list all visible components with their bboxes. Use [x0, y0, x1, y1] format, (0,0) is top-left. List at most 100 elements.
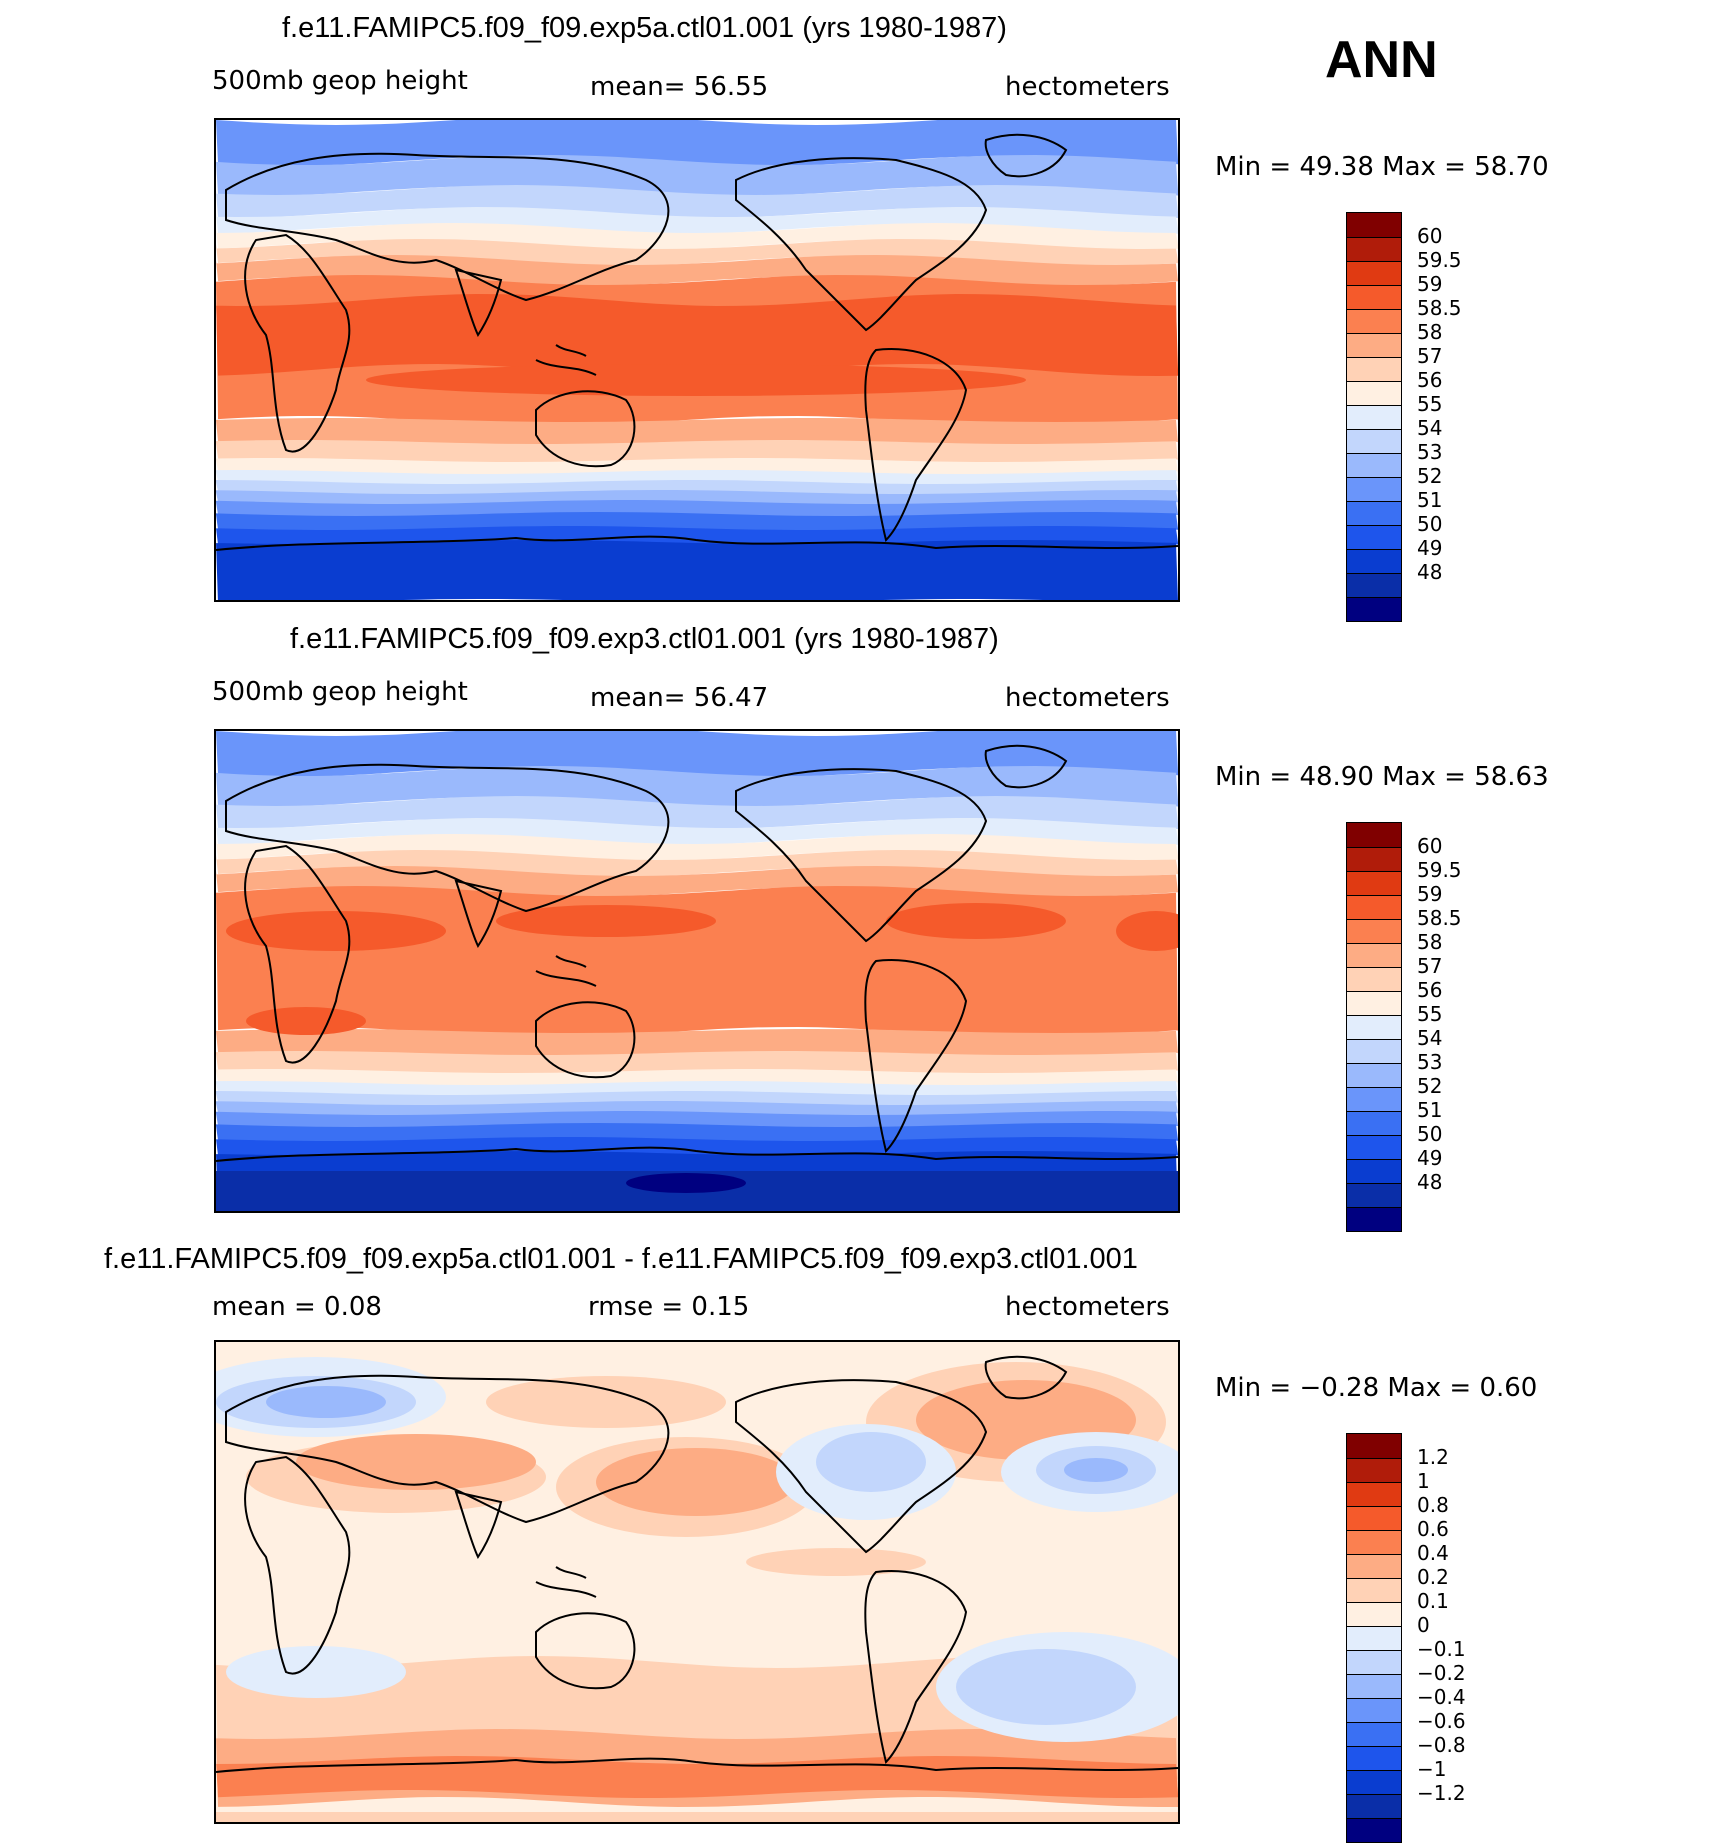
contour-anomaly	[266, 1386, 386, 1418]
panel-2-mean: mean= 56.47	[590, 683, 769, 713]
colorbar-box	[1347, 525, 1401, 549]
coastline	[454, 879, 503, 949]
colorbar-label: 53	[1417, 440, 1443, 464]
colorbar-label: −0.8	[1417, 1733, 1466, 1757]
contour-anomaly	[886, 903, 1066, 939]
colorbar-box	[1347, 847, 1401, 871]
colorbar-box	[1347, 477, 1401, 501]
colorbar-box	[1347, 1818, 1401, 1842]
coastline	[535, 344, 597, 376]
colorbar-label: 56	[1417, 368, 1443, 392]
contour-anomaly	[626, 1173, 746, 1193]
panel-2-title: f.e11.FAMIPC5.f09_f09.exp3.ctl01.001 (yr…	[290, 623, 999, 655]
colorbar-label: 57	[1417, 954, 1443, 978]
colorbar-box	[1347, 919, 1401, 943]
coastline	[535, 955, 597, 987]
coastline	[984, 1355, 1068, 1400]
colorbar-box	[1347, 429, 1401, 453]
colorbar-box	[1347, 967, 1401, 991]
colorbar-label: 1	[1417, 1469, 1430, 1493]
contour-band	[216, 1812, 1178, 1822]
panel-2-variable: 500mb geop height	[212, 677, 468, 707]
contour-anomaly	[366, 364, 1026, 396]
contour-band	[216, 1091, 1178, 1106]
contour-anomaly	[596, 1448, 796, 1516]
panel-2-map-svg	[216, 731, 1178, 1211]
colorbar-box	[1347, 895, 1401, 919]
panel-3-mean: mean = 0.08	[212, 1292, 382, 1322]
contour-band	[216, 866, 1178, 897]
coastline	[864, 348, 968, 542]
colorbar-label: 48	[1417, 1170, 1443, 1194]
coastline	[735, 157, 988, 332]
contour-band	[216, 1123, 1178, 1142]
contour-band	[216, 1081, 1178, 1096]
panel-1-coastlines	[216, 133, 1178, 551]
colorbar-label: −0.2	[1417, 1661, 1466, 1685]
contour-band	[216, 155, 1178, 196]
coastline	[535, 1612, 636, 1690]
colorbar-box	[1347, 1770, 1401, 1794]
panel-3-title: f.e11.FAMIPC5.f09_f09.exp5a.ctl01.001 - …	[104, 1243, 1138, 1275]
colorbar-label: 54	[1417, 1026, 1443, 1050]
coastline	[216, 535, 1178, 551]
colorbar-label: 52	[1417, 464, 1443, 488]
colorbar-box	[1347, 1434, 1401, 1458]
coastline	[984, 133, 1068, 178]
colorbar-box	[1347, 1482, 1401, 1506]
panel-2-colorbar	[1346, 822, 1402, 1232]
colorbar-box	[1347, 549, 1401, 573]
colorbar-box	[1347, 1602, 1401, 1626]
contour-band	[216, 239, 1178, 266]
contour-band	[216, 185, 1178, 218]
contour-band	[216, 1111, 1178, 1128]
contour-band	[216, 294, 1178, 376]
colorbar-label: −0.4	[1417, 1685, 1466, 1709]
colorbar-box	[1347, 1794, 1401, 1818]
colorbar-box	[1347, 1530, 1401, 1554]
contour-anomaly	[496, 905, 716, 937]
colorbar-label: −1.2	[1417, 1781, 1466, 1805]
panel-1-variable: 500mb geop height	[212, 66, 468, 96]
panel-3-colorbar	[1346, 1433, 1402, 1843]
coastline	[454, 268, 503, 338]
colorbar-label: 58.5	[1417, 906, 1462, 930]
coastline	[535, 1001, 636, 1079]
contour-band	[216, 731, 1178, 777]
contour-anomaly	[226, 911, 446, 951]
colorbar-label: 60	[1417, 224, 1443, 248]
contour-anomaly	[1116, 911, 1178, 951]
colorbar-box	[1347, 1650, 1401, 1674]
panel-3-map-svg	[216, 1342, 1178, 1822]
contour-band	[216, 766, 1178, 807]
coastline	[244, 844, 351, 1064]
panel-3-units: hectometers	[1005, 1292, 1170, 1322]
colorbar-box	[1347, 309, 1401, 333]
colorbar-label: 55	[1417, 392, 1443, 416]
contour-band	[216, 440, 1178, 463]
panel-3-coastlines	[216, 1355, 1178, 1773]
colorbar-box	[1347, 1063, 1401, 1087]
panel-1-map	[214, 118, 1180, 602]
coastline	[864, 959, 968, 1153]
contour-band	[216, 850, 1178, 877]
colorbar-box	[1347, 357, 1401, 381]
colorbar-label: 1.2	[1417, 1445, 1449, 1469]
season-label: ANN	[1325, 31, 1438, 89]
colorbar-box	[1347, 1746, 1401, 1770]
colorbar-label: 51	[1417, 1098, 1443, 1122]
colorbar-label: 58.5	[1417, 296, 1462, 320]
colorbar-label: 59	[1417, 272, 1443, 296]
colorbar-box	[1347, 237, 1401, 261]
coastline	[535, 390, 636, 468]
contour-band	[216, 490, 1178, 505]
coastline	[216, 1757, 1178, 1773]
colorbar-box	[1347, 597, 1401, 621]
contour-band	[216, 500, 1178, 517]
colorbar-label: −1	[1417, 1757, 1447, 1781]
colorbar-box	[1347, 1015, 1401, 1039]
colorbar-box	[1347, 453, 1401, 477]
contour-band	[216, 458, 1178, 475]
colorbar-label: 52	[1417, 1074, 1443, 1098]
colorbar-label: 49	[1417, 1146, 1443, 1170]
